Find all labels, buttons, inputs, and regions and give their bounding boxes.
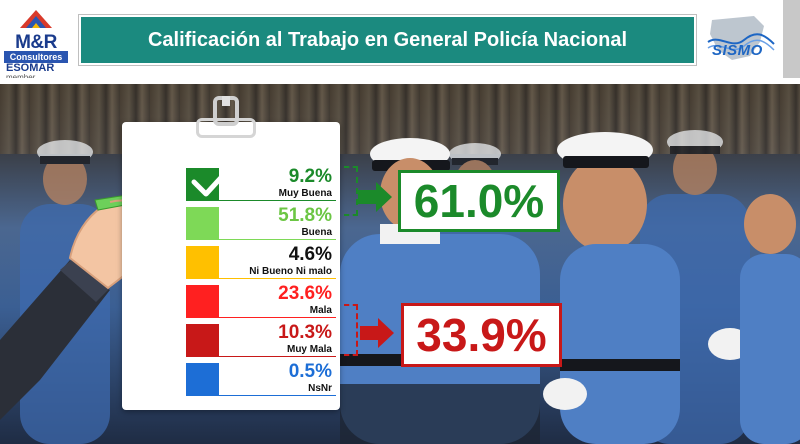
negative-bracket bbox=[344, 304, 358, 356]
header-separator bbox=[0, 78, 800, 84]
rating-value: 4.6% bbox=[288, 244, 332, 265]
nicaragua-map-icon bbox=[707, 16, 775, 60]
clipboard-paper bbox=[122, 122, 340, 410]
rating-label: Muy Buena bbox=[278, 188, 332, 199]
clipboard-clip-icon bbox=[213, 96, 239, 126]
negative-arrow-icon bbox=[360, 318, 394, 348]
rating-swatch bbox=[186, 324, 219, 357]
logo-member-text: member bbox=[6, 73, 35, 82]
clipboard-clip-bar bbox=[196, 118, 256, 138]
rating-swatch bbox=[186, 285, 219, 318]
logo-swoosh-icon bbox=[20, 10, 52, 28]
rating-label: Ni Bueno Ni malo bbox=[249, 266, 332, 277]
logo-esomar-text: ESOMAR bbox=[6, 62, 55, 74]
rating-swatch bbox=[186, 363, 219, 396]
rating-value: 9.2% bbox=[288, 166, 332, 187]
logo-consultores-text: Consultores bbox=[4, 51, 68, 63]
rating-row: 4.6% Ni Bueno Ni malo bbox=[186, 244, 336, 279]
rating-label: Muy Mala bbox=[286, 344, 332, 355]
title-bar: Calificación al Trabajo en General Polic… bbox=[79, 15, 696, 65]
rating-row: 23.6% Mala bbox=[186, 283, 336, 318]
rating-value: 10.3% bbox=[278, 322, 332, 343]
rating-value: 51.8% bbox=[278, 205, 332, 226]
sismo-logo: SISMO bbox=[702, 12, 778, 70]
negative-summary-box: 33.9% bbox=[401, 303, 562, 367]
rating-underline bbox=[219, 356, 336, 357]
positive-summary-box: 61.0% bbox=[398, 170, 560, 232]
rating-swatch bbox=[186, 207, 219, 240]
rating-label: Mala bbox=[309, 305, 332, 316]
rating-underline bbox=[219, 395, 336, 396]
rating-underline bbox=[219, 317, 336, 318]
rating-row: 10.3% Muy Mala bbox=[186, 322, 336, 357]
rating-row: 9.2% Muy Buena bbox=[186, 166, 336, 201]
rating-underline bbox=[219, 239, 336, 240]
logo-mr-text: M&R bbox=[15, 32, 57, 53]
rating-row: 0.5% NsNr bbox=[186, 361, 336, 396]
header-edge bbox=[783, 0, 800, 78]
rating-value: 23.6% bbox=[278, 283, 332, 304]
header: M&R Consultores ESOMAR member Calificaci… bbox=[0, 0, 800, 82]
rating-label: Buena bbox=[301, 227, 332, 238]
rating-value: 0.5% bbox=[288, 361, 332, 382]
rating-underline bbox=[219, 278, 336, 279]
positive-bracket bbox=[344, 166, 358, 216]
mr-consultores-logo: M&R Consultores ESOMAR member bbox=[4, 6, 68, 82]
rating-label: NsNr bbox=[308, 383, 332, 394]
sismo-text: SISMO bbox=[712, 42, 763, 59]
rating-row: 51.8% Buena bbox=[186, 205, 336, 240]
rating-swatch bbox=[186, 246, 219, 279]
rating-underline bbox=[219, 200, 336, 201]
positive-arrow-icon bbox=[358, 182, 392, 212]
page-title: Calificación al Trabajo en General Polic… bbox=[147, 28, 628, 51]
checkmark-icon bbox=[191, 168, 230, 197]
